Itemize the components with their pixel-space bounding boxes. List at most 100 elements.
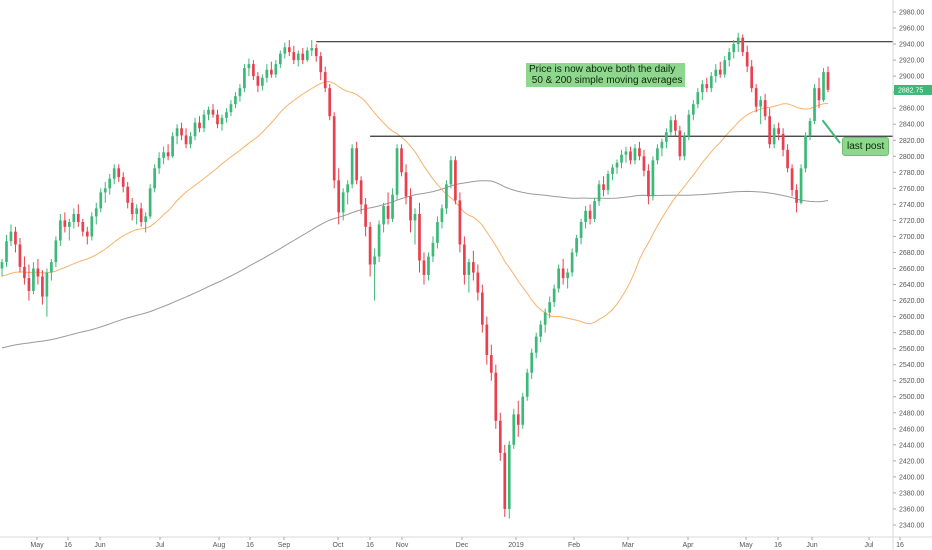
- candle: [723, 56, 727, 78]
- candle: [669, 116, 673, 137]
- candle: [189, 132, 192, 149]
- candle: [656, 144, 659, 165]
- x-tick-label: Aug: [213, 542, 226, 549]
- candle: [153, 164, 156, 193]
- x-tick-label: Apr: [683, 542, 695, 549]
- candle: [431, 236, 435, 263]
- candle-body: [103, 188, 107, 193]
- candle: [368, 222, 372, 277]
- candle-body: [445, 184, 448, 209]
- x-tick-label: Mar: [622, 542, 635, 549]
- candle-body: [184, 135, 188, 145]
- candle-body: [377, 224, 381, 257]
- candle: [121, 172, 125, 193]
- candle: [665, 128, 668, 149]
- last-price-badge-label: 2882.75: [898, 87, 923, 94]
- candle: [234, 92, 237, 109]
- last-price-badge-bg: [894, 84, 932, 95]
- candle: [691, 100, 695, 121]
- candle-body: [440, 208, 444, 223]
- candle-body: [597, 184, 601, 202]
- candle: [305, 47, 309, 62]
- candle-body: [750, 66, 754, 89]
- candle: [207, 106, 210, 121]
- candle: [570, 248, 574, 277]
- candle-body: [480, 292, 484, 325]
- candle-body: [305, 50, 309, 61]
- candle-body: [656, 148, 659, 161]
- candle-body: [768, 116, 771, 145]
- candle: [198, 116, 201, 133]
- candle-body: [404, 172, 408, 197]
- candle-body: [220, 117, 224, 125]
- candle-body: [593, 201, 596, 219]
- candle-body: [539, 324, 543, 337]
- candle: [202, 109, 206, 133]
- candle: [687, 109, 691, 141]
- x-tick-label: Nov: [396, 542, 409, 549]
- candle-body: [32, 268, 35, 291]
- candle-body: [5, 241, 8, 263]
- candle-body: [198, 122, 201, 129]
- annotation-arrow-layer: [821, 119, 841, 144]
- candle: [301, 48, 305, 65]
- candle: [23, 256, 26, 285]
- candle: [427, 252, 430, 281]
- candle: [597, 180, 601, 206]
- candle-body: [799, 168, 803, 203]
- x-tick-label: Feb: [568, 542, 580, 549]
- candle: [337, 168, 341, 225]
- candle-body: [99, 192, 103, 209]
- moving-average-note-line-1: Price is now above both the daily: [529, 64, 676, 75]
- moving-average-note-line-2: 50 & 200 simple moving averages: [529, 75, 683, 86]
- candle: [216, 109, 219, 129]
- candle: [14, 226, 17, 253]
- candle-body: [346, 184, 350, 193]
- candle-body: [323, 72, 327, 89]
- candle: [795, 184, 798, 213]
- candle: [647, 164, 650, 205]
- candle-body: [301, 53, 305, 61]
- candle: [193, 117, 197, 141]
- candle: [180, 122, 183, 141]
- candle-body: [126, 186, 130, 203]
- candle: [211, 104, 215, 118]
- candle: [606, 170, 610, 195]
- candle-body: [745, 52, 749, 67]
- y-tick-label: 2400.00: [899, 474, 924, 481]
- candle-body: [615, 162, 619, 168]
- candle: [436, 216, 439, 249]
- candle: [332, 112, 336, 189]
- candle-body: [108, 178, 112, 189]
- candle-body: [180, 128, 183, 136]
- candle: [76, 204, 80, 227]
- candle: [826, 66, 830, 93]
- candle: [696, 88, 700, 109]
- candle: [283, 42, 287, 59]
- candle-body: [566, 272, 569, 279]
- candle: [602, 176, 605, 197]
- candle-body: [822, 72, 825, 101]
- candle: [678, 125, 682, 161]
- candle-body: [467, 262, 471, 275]
- candle-body: [400, 148, 403, 173]
- candle: [373, 248, 376, 301]
- candle: [449, 156, 453, 189]
- candle-body: [171, 136, 174, 157]
- candle: [162, 146, 165, 165]
- candle-body: [602, 184, 605, 190]
- y-tick-label: 2360.00: [899, 506, 924, 513]
- candle: [139, 202, 143, 227]
- last-price-badge: 2882.75: [894, 84, 932, 95]
- x-tick-label: Sep: [278, 542, 291, 549]
- candle-body: [310, 48, 314, 51]
- candle-body: [18, 244, 22, 267]
- candle-body: [252, 64, 255, 77]
- candle: [700, 80, 704, 101]
- candle: [45, 268, 49, 317]
- candle-body: [23, 266, 26, 279]
- candle: [718, 61, 722, 78]
- candle-body: [189, 136, 192, 145]
- y-tick-label: 2740.00: [899, 202, 924, 209]
